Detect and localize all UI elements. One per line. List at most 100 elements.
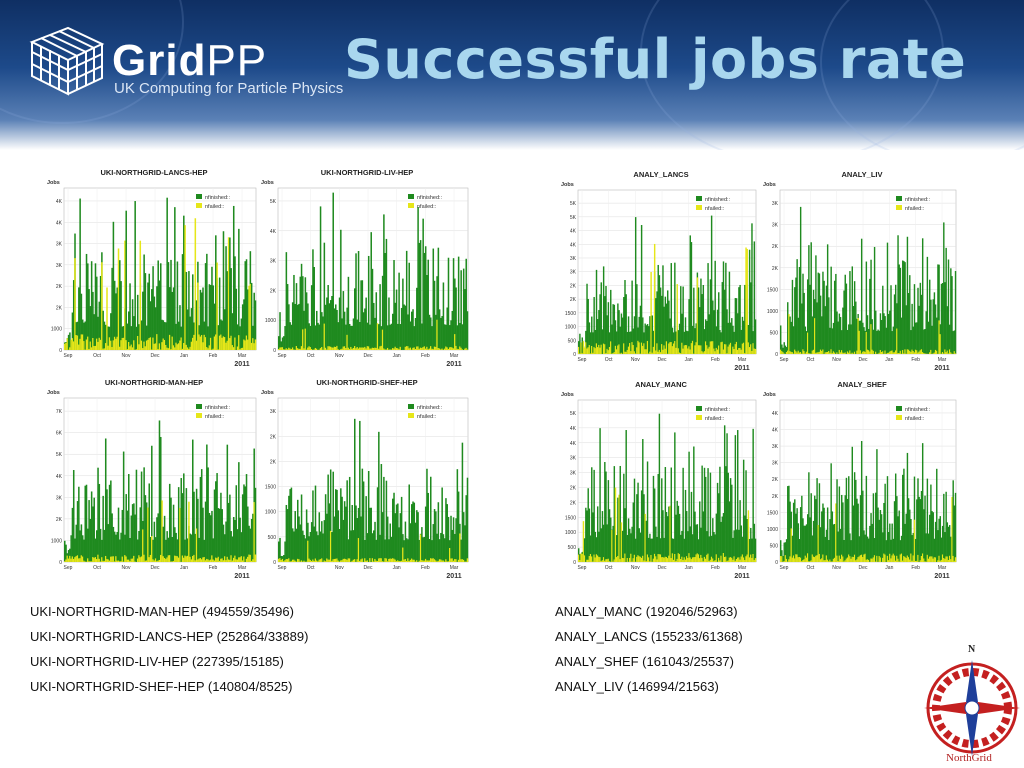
bar-finished (356, 518, 359, 562)
bar-finished (203, 539, 206, 562)
bar-finished (142, 291, 144, 350)
x-tick-label: Mar (450, 565, 459, 571)
bar-failed (314, 347, 317, 350)
bar-failed (101, 557, 103, 562)
bar-failed (225, 560, 227, 562)
bar-failed (80, 334, 83, 350)
bar-finished (295, 283, 298, 350)
bar-failed (423, 346, 426, 350)
bar-finished (220, 492, 222, 562)
bar-finished (110, 313, 112, 350)
bar-finished (192, 274, 194, 350)
bar-finished (167, 262, 170, 350)
bar-failed (608, 346, 611, 354)
bar-finished (390, 536, 393, 562)
bar-finished (380, 326, 383, 350)
bar-failed (183, 557, 185, 562)
bar-finished (600, 528, 602, 562)
bar-finished (222, 231, 225, 350)
bar-failed (953, 351, 956, 354)
bar-finished (697, 539, 700, 562)
bar-failed (659, 352, 662, 354)
x-tick-label: Dec (859, 357, 868, 363)
bar-finished (204, 501, 207, 562)
bar-finished (375, 292, 378, 350)
bar-finished (400, 496, 403, 562)
bar-failed (706, 554, 708, 562)
bar-finished (99, 275, 102, 350)
bar-failed (374, 347, 376, 350)
bar-failed (953, 560, 956, 562)
bar-finished (693, 446, 695, 562)
bar-failed (663, 557, 665, 562)
bar-failed (413, 559, 416, 562)
x-tick-label: Oct (605, 357, 613, 363)
bar-failed (167, 348, 170, 350)
bar-failed (399, 346, 402, 350)
bar-failed (946, 350, 949, 354)
bar-failed (599, 557, 601, 562)
bar-finished (333, 516, 336, 562)
bar-finished (693, 287, 695, 354)
bar-failed (818, 351, 821, 354)
bar-finished (722, 513, 725, 562)
bar-failed (329, 346, 332, 350)
bar-failed (217, 556, 220, 562)
bar-finished (821, 511, 823, 562)
bar-finished (204, 263, 207, 350)
x-tick-label: Oct (307, 565, 315, 571)
bar-failed (327, 346, 329, 350)
x-tick-label: Sep (64, 353, 73, 359)
bar-failed (913, 352, 916, 354)
bar-finished (706, 320, 708, 354)
chart-analy-lancs: ANALY_LANCS Jobs 0 500 1000 1500 2K 2K 3K 3K 4K 4K… (558, 168, 764, 374)
bar-finished (938, 518, 940, 562)
bar-finished (691, 534, 694, 562)
bar-finished (613, 304, 616, 354)
bar-failed (737, 349, 739, 354)
bar-failed (64, 343, 66, 350)
bar-finished (449, 325, 451, 350)
legend-label-finished: nfinished:: (705, 407, 731, 413)
bar-failed (419, 347, 422, 350)
bar-failed (674, 341, 676, 354)
bar-finished (119, 539, 121, 562)
bar-failed (851, 352, 853, 354)
bar-failed (360, 347, 362, 350)
bar-failed (366, 560, 369, 562)
bar-failed (924, 353, 926, 354)
bar-finished (592, 512, 594, 562)
bar-failed (682, 348, 684, 354)
bar-failed (700, 345, 702, 354)
bar-finished (451, 529, 454, 562)
gridpp-logo-icon (29, 26, 105, 96)
bar-failed (310, 561, 313, 562)
bar-failed (236, 346, 239, 350)
legend-label-finished: nfinished:: (205, 195, 231, 201)
bar-failed (120, 340, 122, 350)
x-tick-label: Feb (711, 565, 720, 571)
bar-failed (193, 554, 195, 562)
bar-finished (695, 323, 697, 354)
x-tick-label: Dec (364, 565, 373, 571)
bar-finished (428, 314, 431, 350)
bar-finished (659, 287, 662, 354)
bar-finished (589, 332, 592, 354)
bar-finished (412, 309, 414, 350)
legend-label-finished: nfinished:: (417, 405, 443, 411)
bar-failed (713, 561, 715, 562)
bar-finished (152, 266, 154, 350)
bar-failed (166, 557, 168, 562)
bar-failed (290, 561, 293, 562)
y-tick-label: 500 (568, 545, 577, 551)
bar-failed (903, 353, 905, 354)
bar-finished (466, 477, 469, 562)
bar-finished (362, 481, 365, 562)
bar-failed (335, 558, 337, 562)
bar-finished (452, 258, 455, 350)
bar-failed (850, 558, 852, 562)
bar-finished (289, 489, 291, 562)
chart-shef-hep: UKI-NORTHGRID-SHEF-HEP Jobs 0 500 1000 1500 2… (258, 376, 476, 582)
bar-finished (674, 432, 676, 562)
bar-failed (111, 556, 113, 562)
